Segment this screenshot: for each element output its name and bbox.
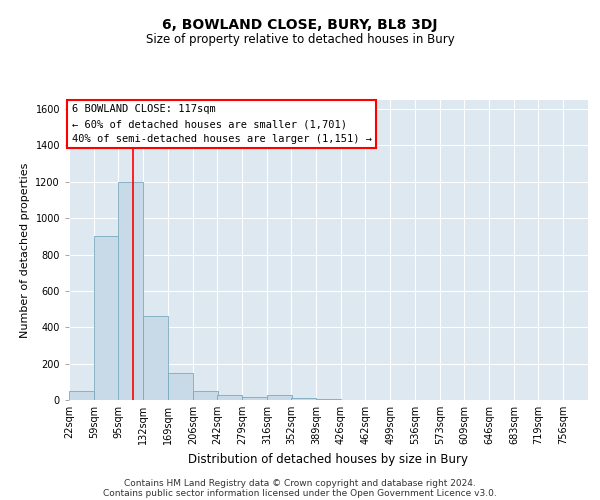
Bar bbox=[217, 396, 242, 400]
Text: Size of property relative to detached houses in Bury: Size of property relative to detached ho… bbox=[146, 32, 454, 46]
Text: 6 BOWLAND CLOSE: 117sqm
← 60% of detached houses are smaller (1,701)
40% of semi: 6 BOWLAND CLOSE: 117sqm ← 60% of detache… bbox=[71, 104, 371, 144]
Y-axis label: Number of detached properties: Number of detached properties bbox=[20, 162, 30, 338]
Bar bbox=[267, 394, 292, 400]
Bar bbox=[143, 316, 168, 400]
Bar bbox=[316, 399, 341, 400]
Bar bbox=[69, 391, 94, 400]
Bar bbox=[193, 391, 218, 400]
Bar bbox=[94, 236, 119, 400]
Bar bbox=[118, 182, 143, 400]
Bar bbox=[291, 398, 316, 400]
Text: Contains HM Land Registry data © Crown copyright and database right 2024.: Contains HM Land Registry data © Crown c… bbox=[124, 478, 476, 488]
Text: 6, BOWLAND CLOSE, BURY, BL8 3DJ: 6, BOWLAND CLOSE, BURY, BL8 3DJ bbox=[162, 18, 438, 32]
Bar bbox=[168, 372, 193, 400]
X-axis label: Distribution of detached houses by size in Bury: Distribution of detached houses by size … bbox=[188, 452, 469, 466]
Text: Contains public sector information licensed under the Open Government Licence v3: Contains public sector information licen… bbox=[103, 489, 497, 498]
Bar bbox=[242, 398, 267, 400]
